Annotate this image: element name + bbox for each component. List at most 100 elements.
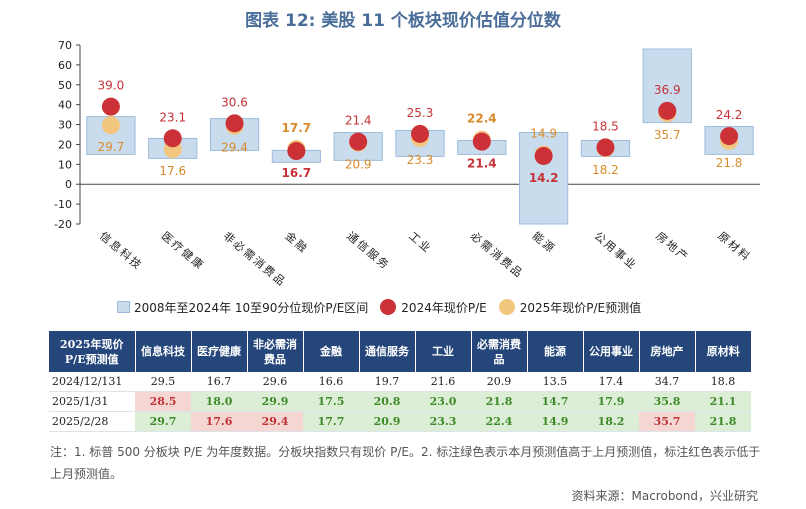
table-column-header: 信息科技	[135, 331, 192, 372]
forecast-table: 2025年现价P/E预测值 信息科技 医疗健康 非必需消费品 金融 通信服务 工业 必需消费品…	[49, 331, 751, 432]
table-cell: 16.6	[303, 372, 359, 392]
table-cell: 14.9	[527, 411, 583, 432]
table-body: 2024/12/131 29.5 16.7 29.6 16.6 19.7 21.6 20.9 1…	[49, 372, 751, 432]
table-cell: 35.8	[639, 391, 695, 412]
y-tick-label: 10	[58, 158, 72, 171]
x-category-label: 金融	[282, 229, 311, 256]
legend: 2008年至2024年 10至90分位现价P/E区间 2024年现价P/E 20…	[117, 296, 653, 318]
y-tick-label: 50	[58, 79, 72, 92]
dot-2024	[225, 114, 244, 133]
table-header-row: 2025年现价P/E预测值 信息科技 医疗健康 非必需消费品 金融 通信服务 工业 必需消费品…	[49, 331, 751, 372]
table-column-header: 通信服务	[359, 331, 416, 372]
table-cell: 21.6	[415, 372, 471, 392]
legend-range-label: 2008年至2024年 10至90分位现价P/E区间	[134, 300, 369, 315]
table-cell: 29.4	[247, 411, 303, 432]
legend-item-2024: 2024年现价P/E	[380, 299, 487, 316]
table-cell: 21.8	[471, 391, 527, 412]
data-label-upper: 36.9	[654, 83, 681, 97]
data-label-lower: 29.7	[98, 140, 125, 154]
table-column-header: 必需消费品	[471, 331, 528, 372]
legend-2024-label: 2024年现价P/E	[401, 300, 487, 315]
x-category-label: 能源	[530, 229, 559, 256]
legend-2025-label: 2025年现价P/E预测值	[519, 300, 642, 315]
x-category-label: 原材料	[715, 229, 754, 265]
chart-title: 图表 12: 美股 11 个板块现价估值分位数	[245, 11, 561, 31]
table-column-header: 非必需消费品	[247, 331, 304, 372]
range-chart: 70 60 50 40 30 20 10 0 -10 -20 39.0 29.7 23.1 17.6 30.…	[54, 39, 760, 290]
data-label-upper: 25.3	[407, 106, 434, 120]
dot-2024	[534, 146, 553, 165]
table-cell: 35.7	[639, 411, 695, 432]
table-cell: 19.7	[359, 372, 415, 392]
legend-item-2025: 2025年现价P/E预测值	[498, 299, 642, 316]
table-column-header: 能源	[527, 331, 584, 372]
data-label-upper: 18.5	[592, 119, 619, 133]
table-cell: 17.6	[191, 411, 247, 432]
table-cell: 17.4	[583, 372, 639, 392]
x-category-label: 通信服务	[344, 229, 392, 272]
data-label-lower: 21.8	[716, 156, 743, 170]
data-label-upper: 23.1	[159, 110, 186, 124]
footnote: 注：1. 标普 500 分板块 P/E 为年度数据。分板块指数只有现价 P/E。…	[50, 445, 761, 481]
data-label-lower: 35.7	[654, 128, 681, 142]
y-tick-label: 40	[58, 99, 72, 112]
dot-2024	[720, 127, 739, 146]
table-cell: 17.7	[303, 411, 359, 432]
x-category-label: 非必需消费品	[221, 229, 290, 290]
legend-range-swatch	[117, 301, 130, 313]
data-label-upper: 14.9	[530, 127, 557, 141]
table-column-header: 房地产	[639, 331, 696, 372]
dot-2024	[349, 132, 368, 151]
table-corner-header: 2025年现价P/E预测值	[49, 331, 136, 372]
table-cell: 20.9	[471, 372, 527, 392]
y-tick-label: -10	[54, 198, 72, 211]
data-label-upper: 39.0	[98, 79, 125, 93]
table-cell: 18.8	[695, 372, 751, 392]
y-tick-label: 0	[65, 178, 72, 191]
x-category-label: 信息科技	[97, 229, 146, 273]
table-cell: 17.5	[303, 391, 359, 412]
data-label-lower: 18.2	[592, 163, 619, 177]
data-label-lower: 21.4	[467, 157, 497, 171]
y-tick-label: -20	[54, 218, 72, 231]
data-label-lower: 14.2	[529, 171, 559, 185]
table-cell: 34.7	[639, 372, 695, 392]
y-tick-label: 20	[58, 138, 72, 151]
dot-2024	[596, 138, 615, 157]
table-column-header: 金融	[303, 331, 360, 372]
table-cell: 18.0	[191, 391, 247, 412]
row-date-label: 2025/2/28	[49, 411, 135, 432]
x-category-label: 医疗健康	[159, 229, 208, 273]
row-date-label: 2024/12/131	[49, 372, 135, 392]
y-tick-label: 30	[58, 119, 72, 132]
table-cell: 29.7	[135, 411, 191, 432]
row-date-label: 2025/1/31	[49, 391, 135, 412]
table-column-header: 工业	[415, 331, 472, 372]
table-cell: 13.5	[527, 372, 583, 392]
x-category-label: 房地产	[653, 229, 692, 265]
data-label-upper: 24.2	[716, 108, 743, 122]
dot-2024	[658, 101, 677, 120]
table-row: 2025/1/31 28.5 18.0 29.9 17.5 20.8 23.0 21.8 14.…	[49, 391, 751, 412]
legend-2025-dot	[498, 299, 515, 315]
table-cell: 16.7	[191, 372, 247, 392]
table-cell: 21.1	[695, 391, 751, 412]
table-row: 2025/2/28 29.7 17.6 29.4 17.7 20.9 23.3 22.4 14.…	[49, 411, 751, 432]
data-label-upper: 21.4	[345, 114, 372, 128]
dot-2024	[287, 142, 306, 161]
x-category-label: 公用事业	[592, 229, 640, 272]
table-cell: 29.9	[247, 391, 303, 412]
table-row: 2024/12/131 29.5 16.7 29.6 16.6 19.7 21.6 20.9 1…	[49, 372, 751, 392]
table-cell: 29.6	[247, 372, 303, 392]
table-column-header: 原材料	[695, 331, 751, 372]
data-label-upper: 22.4	[467, 112, 497, 126]
data-label-lower: 20.9	[345, 158, 372, 172]
x-category-label: 必需消费品	[468, 229, 527, 282]
dot-2024	[472, 132, 491, 151]
table-cell: 21.8	[695, 411, 751, 432]
x-category-label: 工业	[406, 229, 434, 256]
dot-2024	[163, 129, 182, 148]
data-label-lower: 23.3	[407, 153, 434, 167]
table-cell: 23.3	[415, 411, 471, 432]
table-cell: 18.2	[583, 411, 639, 432]
